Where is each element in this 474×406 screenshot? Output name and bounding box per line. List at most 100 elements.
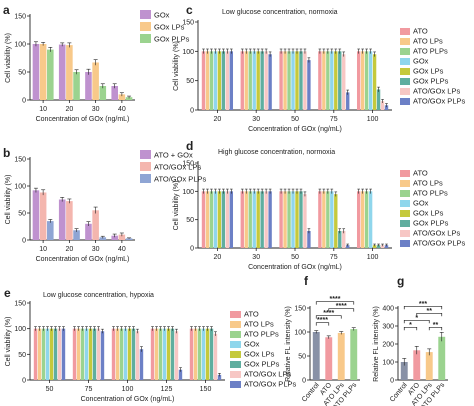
x-tick-label: 50 (46, 386, 54, 393)
bar (342, 54, 346, 110)
chart-panel-d: d High glucose concentration, normoxia 0 50… (173, 139, 465, 271)
bar (268, 191, 272, 248)
legend-swatch (400, 98, 410, 105)
legend-swatch (400, 48, 410, 55)
bar (123, 328, 128, 380)
legend-label: GOx (413, 57, 429, 66)
legend-swatch (230, 341, 241, 348)
x-axis-label: Concentration of GOx (ng/mL) (36, 116, 130, 123)
bar (312, 332, 320, 380)
bar (264, 191, 268, 248)
y-axis-label: Cell viability (%) (5, 33, 12, 83)
bar (325, 337, 333, 380)
bar (318, 51, 322, 110)
bar (131, 328, 136, 380)
significance-bracket (403, 305, 443, 310)
y-tick-label: 0 (190, 108, 194, 115)
bar (356, 191, 361, 248)
legend-label: ATO/GOx PLPs (413, 239, 465, 248)
bar (158, 328, 163, 380)
legend: ATO + GOx ATO/GOx LPs ATO/GOx PLPs (140, 150, 206, 184)
legend-swatch (400, 88, 410, 95)
legend-swatch (230, 381, 241, 388)
legend-swatch (400, 78, 410, 85)
bar (240, 191, 244, 248)
bar (283, 51, 287, 110)
bar (225, 191, 230, 248)
legend-label: GOx LPs (154, 23, 185, 32)
bar (380, 101, 385, 110)
bar (372, 54, 377, 110)
legend-label: ATO PLPs (244, 330, 279, 339)
bar (322, 191, 326, 248)
bar (287, 191, 291, 248)
y-tick-label: 100 (382, 360, 394, 367)
y-tick-label: 0 (22, 378, 26, 385)
significance-bracket (315, 301, 355, 305)
x-tick-label: 100 (367, 116, 379, 123)
bar (260, 51, 264, 110)
bar (84, 328, 89, 380)
legend-swatch (230, 361, 241, 368)
bar (217, 51, 222, 110)
bar (338, 231, 342, 248)
bar (256, 191, 260, 248)
legend-label: ATO (413, 27, 428, 36)
bar (360, 51, 365, 110)
significance-label: **** (336, 303, 347, 310)
bar (85, 223, 92, 240)
y-tick-label: 0 (302, 378, 306, 385)
y-tick-label: 0 (390, 378, 394, 385)
legend-swatch (400, 28, 410, 35)
legend-label: ATO/GOx LPs (413, 229, 460, 238)
chart-panel-b: b 0 50 100 150 Cell viability (%) 10 20 30 40 Conc… (3, 146, 206, 263)
x-tick-label: 20 (65, 246, 73, 253)
legend-swatch (400, 170, 410, 177)
bar (283, 191, 287, 248)
y-tick-label: 50 (18, 70, 26, 77)
bar (338, 51, 342, 110)
x-tick-label: 10 (39, 246, 47, 253)
bar (368, 191, 373, 248)
bar (252, 51, 256, 110)
y-tick-label: 150 (14, 14, 26, 21)
x-tick-label: 100 (122, 386, 134, 393)
bar (205, 328, 210, 380)
bar (318, 191, 322, 248)
bar (53, 328, 58, 380)
bar (72, 328, 77, 380)
bar (364, 191, 369, 248)
bar (256, 51, 260, 110)
bar (372, 245, 377, 248)
bar (99, 86, 107, 100)
bar (279, 191, 283, 248)
bar (80, 328, 85, 380)
panel-annotation: Low glucose concentration, hypoxia (43, 292, 154, 299)
bar (299, 51, 303, 110)
bar (330, 191, 334, 248)
legend-swatch (140, 22, 151, 31)
bar (213, 191, 218, 248)
bar (61, 328, 66, 380)
bar (66, 201, 73, 240)
significance-bracket (328, 308, 355, 312)
y-tick-label: 150 (182, 161, 194, 168)
x-tick-label: 75 (330, 116, 338, 123)
x-tick-label: 75 (85, 386, 93, 393)
x-axis-label: Concentration of GOx (ng/mL) (248, 264, 342, 271)
bar (438, 336, 446, 380)
panel-annotation: High glucose concentration, normoxia (218, 149, 335, 156)
y-tick-label: 300 (382, 324, 394, 331)
bar (384, 245, 389, 248)
chart-panel-a: a 0 50 100 150 Cell viability (%) 10 20 30 40 Conc… (3, 3, 190, 123)
legend-label: ATO + GOx (154, 151, 193, 160)
bar (346, 245, 350, 248)
significance-label: ** (427, 308, 433, 315)
x-tick-label: 100 (367, 254, 379, 261)
y-tick-label: 100 (294, 330, 306, 337)
bar (229, 51, 234, 110)
bar (364, 51, 369, 110)
